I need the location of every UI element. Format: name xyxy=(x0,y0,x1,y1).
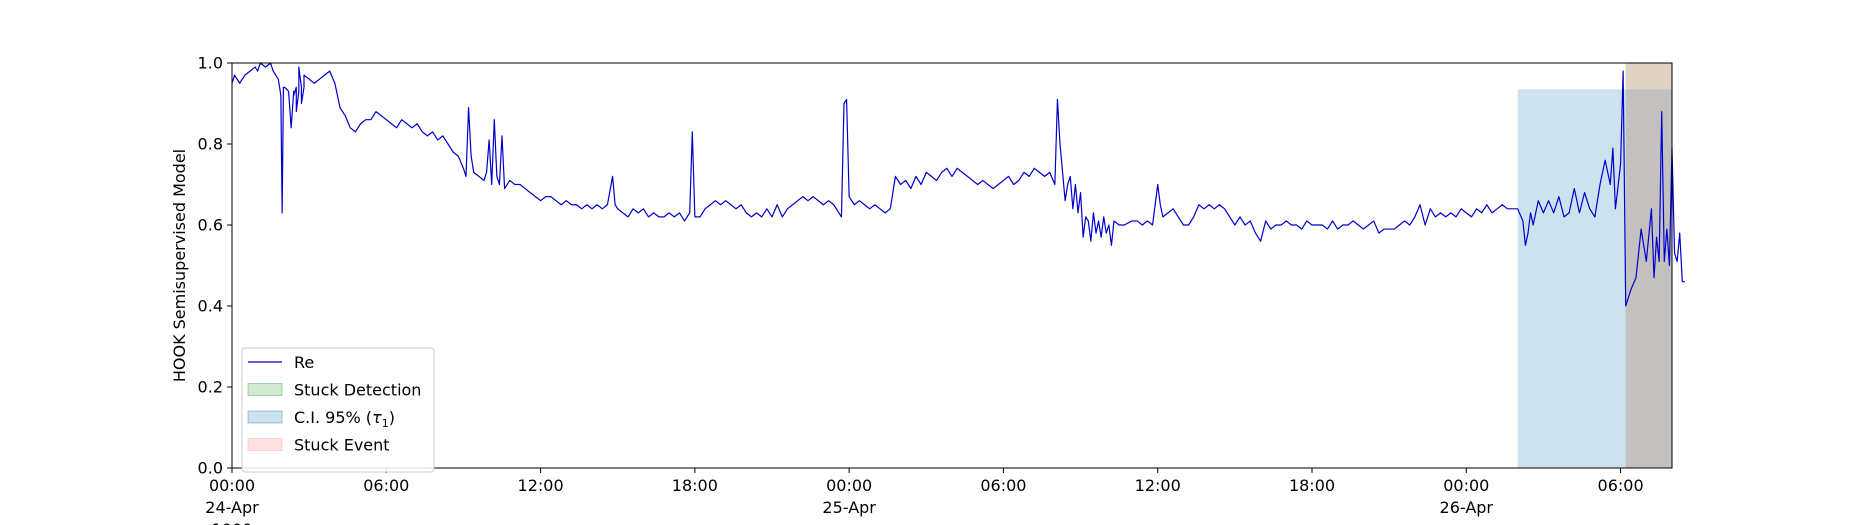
series-group xyxy=(231,62,1685,307)
legend-label: Stuck Event xyxy=(294,436,390,455)
x-tick-date-label: 24-Apr xyxy=(205,498,259,517)
plot-frame xyxy=(231,62,1673,469)
x-tick-label: 06:00 xyxy=(1598,476,1644,495)
shaded-regions xyxy=(1517,63,1672,468)
x-tick-label: 18:00 xyxy=(672,476,718,495)
region-stuck-detection xyxy=(1625,63,1672,468)
x-tick-date-label: 25-Apr xyxy=(822,498,876,517)
x-tick-label: 06:00 xyxy=(980,476,1026,495)
x-tick-label: 00:00 xyxy=(826,476,872,495)
series-line-re xyxy=(231,62,1685,307)
y-tick-label: 0.0 xyxy=(198,459,223,478)
legend: Re Stuck Detection C.I. 95% (τ1) Stuck Even… xyxy=(241,347,435,473)
x-tick-label: 00:00 xyxy=(209,476,255,495)
region-c-i-95-1- xyxy=(1517,89,1672,468)
legend-label: Re xyxy=(294,353,314,372)
y-tick-label: 1.0 xyxy=(198,54,223,73)
x-tick-label: 18:00 xyxy=(1289,476,1335,495)
legend-label: C.I. 95% (τ1) xyxy=(294,408,395,430)
legend-swatch-patch xyxy=(247,410,283,424)
y-tick-label: 0.6 xyxy=(198,216,223,235)
legend-swatch-patch xyxy=(247,438,283,451)
x-tick-label: 06:00 xyxy=(363,476,409,495)
x-tick-year-label: 1900 xyxy=(212,520,253,525)
x-tick-date-label: 26-Apr xyxy=(1440,498,1494,517)
y-axis-label: HOOK Semisupervised Model xyxy=(170,149,189,382)
legend-box xyxy=(241,347,435,473)
legend-label: Stuck Detection xyxy=(294,381,421,400)
x-tick-label: 12:00 xyxy=(1135,476,1181,495)
region-stuck-event xyxy=(1625,63,1672,468)
legend-swatch-patch xyxy=(247,383,283,396)
x-tick-label: 00:00 xyxy=(1443,476,1489,495)
y-tick-label: 0.2 xyxy=(198,378,223,397)
y-tick-label: 0.8 xyxy=(198,135,223,154)
x-axis-ticks: 00:00 24-Apr 1900 06:00 12:00 18:00 00:00 25-Ap… xyxy=(205,468,1644,525)
x-tick-label: 12:00 xyxy=(518,476,564,495)
y-axis-ticks: 0.0 0.2 0.4 0.6 0.8 1.0 xyxy=(198,54,232,478)
y-tick-label: 0.4 xyxy=(198,297,223,316)
axes xyxy=(231,62,1673,469)
